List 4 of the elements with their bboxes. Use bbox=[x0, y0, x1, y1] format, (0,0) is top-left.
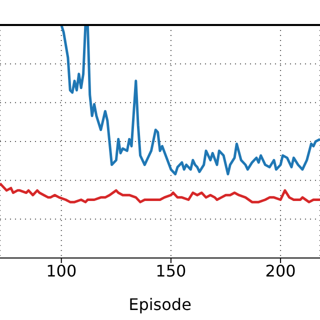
x-tick-label: 200 bbox=[265, 261, 296, 280]
x-tick-label: 100 bbox=[46, 261, 77, 280]
x-tick-label: 150 bbox=[156, 261, 186, 280]
x-axis-title: Episode bbox=[128, 295, 192, 314]
